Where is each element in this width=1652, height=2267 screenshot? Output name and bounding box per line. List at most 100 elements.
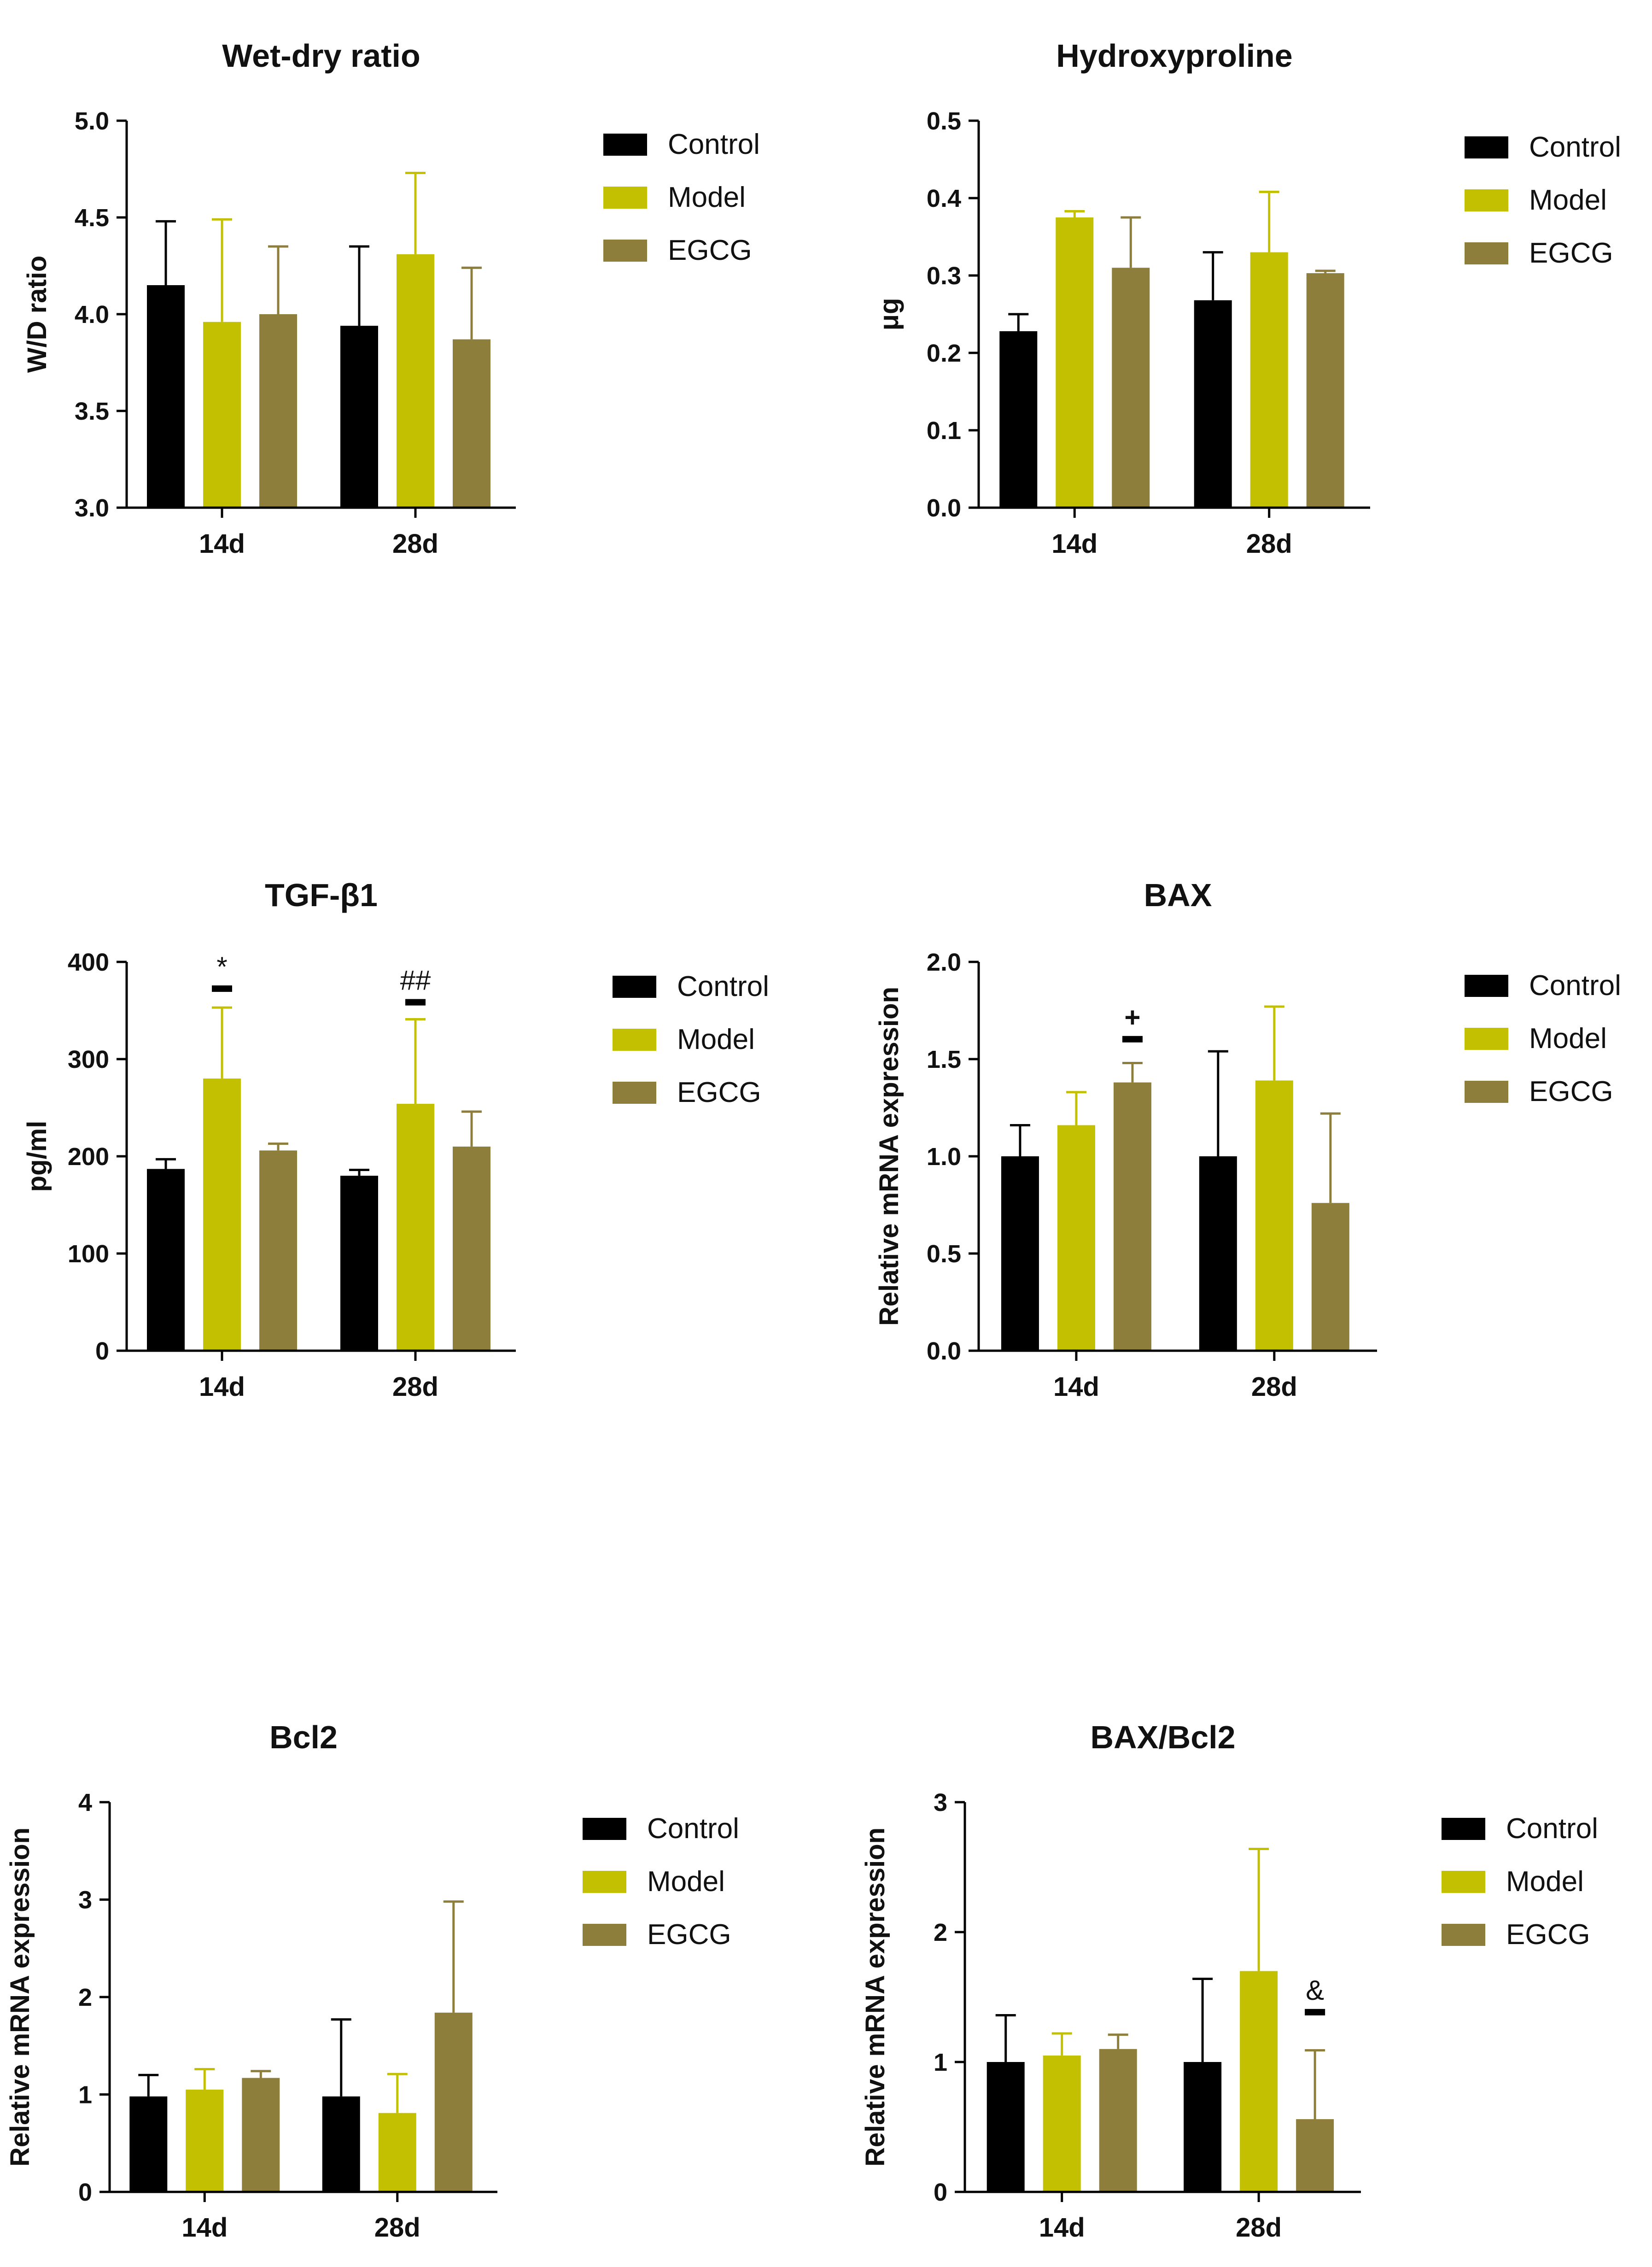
bar-control-14d: [129, 2096, 168, 2192]
y-tick-label: 4.5: [75, 204, 109, 232]
legend-swatch-egcg: [583, 1924, 626, 1946]
y-tick-label: 2: [78, 1984, 92, 2011]
y-tick-label: 3: [934, 1789, 947, 1816]
legend-swatch-egcg: [1442, 1924, 1485, 1946]
bar-control-28d: [340, 1176, 378, 1351]
x-tick-label: 14d: [1051, 529, 1097, 559]
legend-label-control: Control: [677, 971, 769, 1002]
x-tick-label: 28d: [392, 529, 438, 559]
y-tick-label: 2: [934, 1919, 947, 1946]
legend-swatch-egcg: [603, 240, 647, 262]
bar-control-14d: [1001, 1156, 1039, 1351]
chart-panel-1: Wet-dry ratio W/D ratio 3.0 3.5 4.0 4.5 5.0 14d…: [22, 38, 760, 559]
legend-swatch-control: [1465, 975, 1508, 997]
y-axis-label: W/D ratio: [22, 256, 52, 373]
legend-swatch-control: [603, 134, 647, 156]
legend-swatch-egcg: [1465, 1081, 1508, 1103]
y-tick-label: 4.0: [75, 301, 109, 328]
chart-panel-2: Hydroxyproline μg 0.0 0.1 0.2 0.3 0.4 0.5 14d 28d…: [874, 38, 1621, 559]
legend-swatch-control: [583, 1818, 626, 1840]
legend-label-egcg: EGCG: [677, 1077, 761, 1108]
y-tick-label: 0.1: [927, 417, 961, 445]
chart-panel-6: BAX/Bcl2 Relative mRNA expression & 0 1 2 3 14d…: [860, 1719, 1598, 2243]
y-tick-label: 0.0: [927, 1337, 961, 1365]
legend-label-egcg: EGCG: [1529, 237, 1613, 269]
chart-title: BAX/Bcl2: [1090, 1719, 1235, 1755]
chart-title: BAX: [1144, 877, 1212, 913]
chart-panel-4: BAX Relative mRNA expression +0.0 0.5 1.0 1.5…: [874, 877, 1621, 1402]
bar-egcg-28d: [434, 2012, 473, 2192]
bar-control-28d: [322, 2096, 360, 2192]
legend-label-egcg: EGCG: [1529, 1076, 1613, 1107]
bar-egcg-14d: [259, 1150, 298, 1351]
legend-label-model: Model: [1529, 184, 1607, 216]
y-tick-label: 1: [78, 2081, 92, 2109]
legend-swatch-egcg: [1465, 242, 1508, 264]
significance-marker: &: [1306, 1975, 1324, 2006]
significance-marker: ##: [400, 965, 431, 996]
bar-model-28d: [378, 2113, 416, 2192]
chart-title: Bcl2: [269, 1719, 338, 1755]
y-tick-label: 3.5: [75, 398, 109, 425]
y-tick-label: 4: [78, 1789, 92, 1816]
y-tick-label: 0.5: [927, 1240, 961, 1268]
legend-swatch-control: [1442, 1818, 1485, 1840]
chart-panel-3: TGF-β1 pg/ml * ## 0 100 200 300 400 14d 28d Control…: [22, 877, 769, 1402]
legend-swatch-egcg: [613, 1082, 656, 1104]
bar-control-14d: [147, 285, 185, 508]
bar-egcg-28d: [1311, 1203, 1349, 1351]
legend-swatch-model: [1442, 1871, 1485, 1893]
chart-panel-5: Bcl2 Relative mRNA expression 0 1 2 3 4 14d 28d C…: [5, 1719, 739, 2243]
bar-model-28d: [1250, 252, 1288, 508]
bar-egcg-14d: [1112, 268, 1150, 508]
legend-label-model: Model: [647, 1866, 725, 1898]
y-tick-label: 1: [934, 2049, 947, 2076]
bar-egcg-14d: [1113, 1082, 1151, 1351]
significance-dash: [212, 985, 233, 992]
legend-label-model: Model: [677, 1024, 755, 1055]
y-tick-label: 0.5: [927, 107, 961, 135]
legend-label-model: Model: [668, 182, 746, 213]
bar-control-14d: [987, 2062, 1025, 2192]
bar-model-28d: [1240, 1971, 1278, 2192]
bar-model-28d: [396, 1104, 434, 1351]
x-tick-label: 14d: [199, 529, 245, 559]
bar-model-14d: [203, 322, 241, 508]
legend-label-control: Control: [1529, 970, 1621, 1002]
y-tick-label: 0.3: [927, 262, 961, 290]
significance-marker: +: [1124, 1002, 1140, 1033]
legend-label-control: Control: [1529, 131, 1621, 163]
bar-control-14d: [999, 331, 1038, 508]
legend-swatch-model: [1465, 1028, 1508, 1050]
legend-label-egcg: EGCG: [1506, 1919, 1590, 1951]
legend-swatch-model: [1465, 189, 1508, 211]
y-tick-label: 3: [78, 1886, 92, 1914]
y-tick-label: 1.0: [927, 1143, 961, 1171]
significance-dash: [1305, 2009, 1325, 2015]
bar-control-28d: [1194, 300, 1232, 508]
bar-egcg-14d: [1099, 2049, 1137, 2192]
bar-control-28d: [340, 326, 378, 508]
y-tick-label: 0.4: [927, 185, 961, 212]
bar-control-28d: [1199, 1156, 1237, 1351]
legend-label-control: Control: [1506, 1813, 1598, 1845]
legend-label-control: Control: [647, 1813, 739, 1845]
bar-control-14d: [147, 1169, 185, 1351]
y-axis-label: Relative mRNA expression: [860, 1828, 890, 2167]
y-tick-label: 5.0: [75, 107, 109, 135]
significance-dash: [1122, 1036, 1143, 1043]
y-axis-label: Relative mRNA expression: [5, 1828, 35, 2167]
x-tick-label: 28d: [1236, 2213, 1282, 2243]
x-tick-label: 28d: [392, 1372, 438, 1402]
x-tick-label: 14d: [181, 2213, 228, 2243]
legend-swatch-model: [613, 1029, 656, 1051]
significance-marker: *: [216, 951, 227, 982]
x-tick-label: 28d: [374, 2213, 420, 2243]
legend-swatch-model: [603, 187, 647, 209]
bar-egcg-14d: [259, 314, 298, 508]
y-tick-label: 400: [68, 949, 109, 976]
bar-model-14d: [1056, 217, 1094, 508]
chart-title: TGF-β1: [265, 877, 378, 913]
bar-model-28d: [1255, 1080, 1293, 1351]
legend-swatch-control: [1465, 136, 1508, 158]
